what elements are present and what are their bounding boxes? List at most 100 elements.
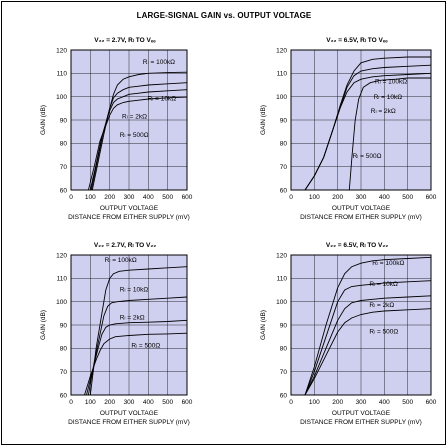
y-tick-label: 70: [280, 369, 288, 376]
x-axis-label-units: DISTANCE FROM EITHER SUPPLY (mV): [300, 419, 422, 426]
series-line: [86, 319, 187, 395]
series-line: [304, 256, 431, 395]
series-line: [304, 308, 431, 395]
chart-panel-4: 0 100 200 300 400 500 600 60 70 80 90 100 110 120 V₂₂ …: [260, 242, 437, 426]
series-label: Rₗ = 10kΩ: [120, 286, 149, 293]
series-label: Rₗ = 500Ω: [120, 132, 149, 139]
x-tick-label: 100: [309, 399, 320, 406]
series-line: [304, 72, 431, 190]
y-tick-label: 100: [276, 299, 287, 306]
chart-panel-3: 0 100 200 300 400 500 600 60 70 80 90 100 110 120 V₂₂ …: [40, 242, 193, 426]
y-tick-label: 110: [277, 71, 288, 78]
x-axis-label: OUTPUT VOLTAGE: [100, 205, 159, 212]
series-label: Rₗ = 2kΩ: [120, 314, 145, 321]
x-tick-label: 0: [69, 194, 73, 201]
x-tick-label: 100: [85, 399, 96, 406]
plot-border: [70, 254, 188, 396]
x-tick-label: 500: [162, 194, 173, 201]
series-line: [304, 280, 431, 395]
y-tick-label: 60: [280, 187, 288, 194]
y-tick-label: 110: [57, 276, 68, 283]
y-axis-label: GAIN (dB): [40, 105, 47, 135]
series-label: Rₗ = 2kΩ: [371, 108, 396, 115]
x-tick-label: 200: [104, 399, 115, 406]
x-axis-label-units: DISTANCE FROM EITHER SUPPLY (mV): [300, 214, 422, 221]
x-axis-label: OUTPUT VOLTAGE: [100, 410, 159, 417]
y-tick-label: 110: [57, 71, 68, 78]
x-tick-label: 400: [143, 399, 154, 406]
series-label: Rₗ = 100kΩ: [375, 79, 407, 86]
x-tick-label: 500: [162, 399, 173, 406]
x-tick-label: 0: [289, 399, 293, 406]
x-tick-label: 600: [182, 194, 193, 201]
y-tick-label: 80: [280, 141, 288, 148]
y-tick-label: 70: [280, 164, 288, 171]
x-tick-label: 300: [124, 194, 135, 201]
x-tick-label: 0: [69, 399, 73, 406]
chart-title: V₂₂ = 2.7V, Rₗ TO V₂₂: [94, 242, 156, 249]
series-label: Rₗ = 500Ω: [131, 342, 160, 349]
series-line: [91, 71, 187, 190]
x-axis-label-units: DISTANCE FROM EITHER SUPPLY (mV): [68, 419, 190, 426]
x-axis-label: OUTPUT VOLTAGE: [332, 410, 391, 417]
plot-border: [70, 49, 188, 191]
series-label: Rₗ = 2kΩ: [369, 302, 394, 309]
y-tick-label: 70: [60, 369, 68, 376]
series-label: Rₗ = 500Ω: [369, 328, 398, 335]
y-tick-label: 60: [60, 187, 68, 194]
x-tick-label: 400: [379, 399, 390, 406]
y-axis-label: GAIN (dB): [260, 310, 267, 340]
x-tick-label: 500: [402, 399, 413, 406]
series-label: Rₗ = 10kΩ: [374, 94, 403, 101]
y-tick-label: 100: [276, 94, 287, 101]
x-axis-label: OUTPUT VOLTAGE: [332, 205, 391, 212]
series-line: [90, 82, 187, 190]
y-tick-label: 60: [280, 392, 288, 399]
y-axis-label: GAIN (dB): [260, 105, 267, 135]
series-line: [304, 295, 431, 395]
series-line: [87, 96, 187, 190]
series-label: Rₗ = 100kΩ: [372, 260, 404, 267]
chart-panel-2: 0 100 200 300 400 500 600 60 70 80 90 100 110 120 V₂₂ …: [260, 37, 437, 221]
y-tick-label: 60: [60, 392, 68, 399]
series-line: [89, 89, 187, 190]
y-axis-label: GAIN (dB): [40, 310, 47, 340]
y-tick-label: 80: [60, 141, 68, 148]
x-tick-label: 100: [309, 194, 320, 201]
series-label: Rₗ = 2kΩ: [122, 114, 147, 121]
series-label: Rₗ = 500Ω: [353, 153, 382, 160]
chart-title: V₂₂ = 2.7V, Rₗ TO Vₑₑ: [94, 37, 156, 44]
series-label: Rₗ = 10kΩ: [369, 281, 398, 288]
y-tick-label: 90: [280, 117, 288, 124]
x-tick-label: 200: [332, 399, 343, 406]
x-tick-label: 400: [379, 194, 390, 201]
y-tick-label: 100: [56, 94, 67, 101]
x-tick-label: 300: [124, 399, 135, 406]
x-tick-label: 400: [143, 194, 154, 201]
x-tick-label: 100: [85, 194, 96, 201]
x-tick-label: 300: [356, 399, 367, 406]
x-tick-label: 600: [426, 399, 437, 406]
chart-title: V₂₂ = 6.5V, Rₗ TO V₂₂: [326, 242, 388, 249]
y-tick-label: 90: [60, 117, 68, 124]
y-tick-label: 120: [276, 252, 287, 259]
series-line: [87, 296, 187, 395]
y-tick-label: 120: [56, 252, 67, 259]
x-axis-label-units: DISTANCE FROM EITHER SUPPLY (mV): [68, 214, 190, 221]
series-line: [89, 266, 187, 395]
x-tick-label: 600: [182, 399, 193, 406]
series-label: Rₗ = 10kΩ: [148, 95, 177, 102]
page-title: LARGE-SIGNAL GAIN vs. OUTPUT VOLTAGE: [136, 11, 312, 20]
y-tick-label: 120: [56, 47, 67, 54]
y-tick-label: 70: [60, 164, 68, 171]
x-tick-label: 200: [332, 194, 343, 201]
y-tick-label: 100: [56, 299, 67, 306]
plot-border: [290, 254, 432, 396]
series-line: [348, 77, 431, 190]
series-label: Rₗ = 100kΩ: [105, 257, 137, 264]
y-tick-label: 110: [277, 276, 288, 283]
chart-title: V₂₂ = 6.5V, Rₗ TO Vₑₑ: [326, 37, 388, 44]
chart-panel-1: 0 100 200 300 400 500 600 60 70 80 90 100 110 120 V₂₂ …: [40, 37, 193, 221]
